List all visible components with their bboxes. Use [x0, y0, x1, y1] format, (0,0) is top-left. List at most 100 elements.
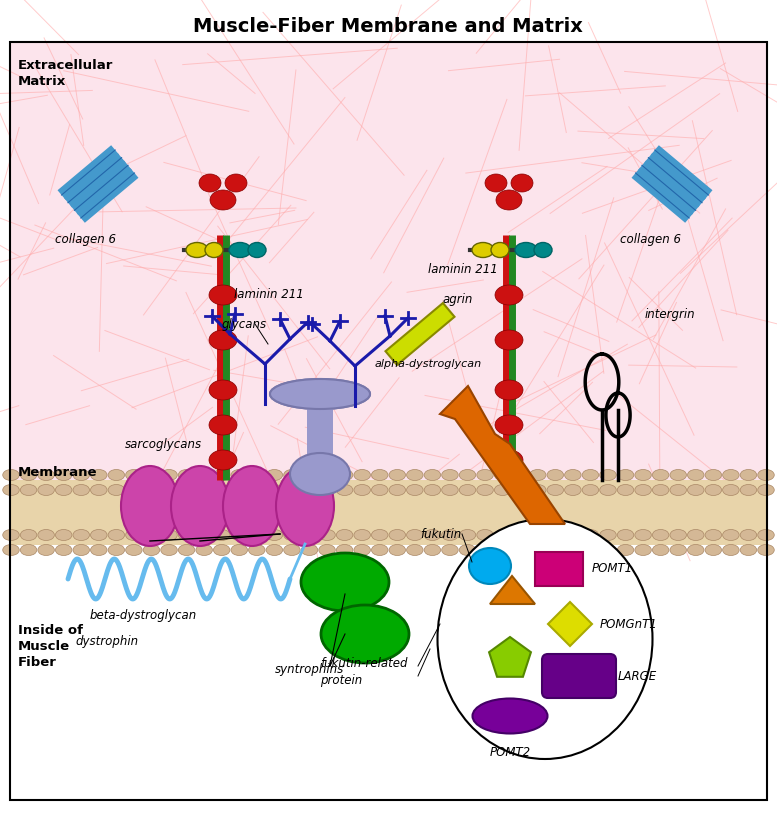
Ellipse shape: [670, 545, 686, 555]
Text: fukutin-related
protein: fukutin-related protein: [320, 657, 407, 687]
Ellipse shape: [670, 485, 686, 495]
Ellipse shape: [441, 530, 458, 540]
Text: collagen 6: collagen 6: [620, 233, 681, 245]
Text: POMGnT1: POMGnT1: [600, 617, 658, 631]
Ellipse shape: [249, 530, 265, 540]
Text: syntrophins: syntrophins: [275, 662, 344, 676]
Ellipse shape: [389, 545, 406, 555]
Ellipse shape: [143, 545, 160, 555]
Ellipse shape: [199, 174, 221, 192]
Ellipse shape: [20, 545, 37, 555]
Ellipse shape: [441, 545, 458, 555]
Ellipse shape: [740, 530, 757, 540]
Ellipse shape: [336, 470, 353, 480]
Ellipse shape: [161, 545, 177, 555]
Ellipse shape: [214, 485, 230, 495]
Text: laminin 211: laminin 211: [234, 288, 304, 300]
Ellipse shape: [301, 470, 318, 480]
Ellipse shape: [424, 485, 441, 495]
Ellipse shape: [231, 545, 248, 555]
Ellipse shape: [472, 243, 494, 258]
Text: Muscle-Fiber Membrane and Matrix: Muscle-Fiber Membrane and Matrix: [193, 17, 583, 36]
Ellipse shape: [73, 485, 89, 495]
Ellipse shape: [270, 379, 370, 409]
Ellipse shape: [688, 470, 704, 480]
Ellipse shape: [284, 545, 300, 555]
Text: laminin 211: laminin 211: [428, 263, 498, 275]
Ellipse shape: [406, 530, 423, 540]
Ellipse shape: [126, 470, 142, 480]
Text: POMT1: POMT1: [592, 562, 633, 575]
Polygon shape: [490, 576, 535, 604]
Ellipse shape: [424, 545, 441, 555]
Ellipse shape: [38, 485, 54, 495]
Polygon shape: [548, 602, 592, 646]
Ellipse shape: [336, 485, 353, 495]
Ellipse shape: [600, 545, 616, 555]
Ellipse shape: [196, 470, 212, 480]
Ellipse shape: [354, 470, 371, 480]
Text: Membrane: Membrane: [18, 466, 97, 479]
Ellipse shape: [319, 545, 336, 555]
Ellipse shape: [3, 545, 19, 555]
Polygon shape: [489, 637, 531, 677]
Ellipse shape: [740, 470, 757, 480]
Ellipse shape: [301, 530, 318, 540]
Ellipse shape: [371, 530, 388, 540]
Ellipse shape: [301, 553, 389, 611]
Ellipse shape: [740, 545, 757, 555]
Polygon shape: [385, 303, 455, 365]
Ellipse shape: [617, 470, 634, 480]
Text: dystrophin: dystrophin: [75, 636, 138, 649]
Ellipse shape: [161, 485, 177, 495]
Ellipse shape: [635, 530, 651, 540]
Bar: [11, 545, 766, 800]
Text: agrin: agrin: [443, 293, 473, 305]
Ellipse shape: [688, 530, 704, 540]
Ellipse shape: [126, 530, 142, 540]
Ellipse shape: [248, 243, 266, 258]
Ellipse shape: [653, 485, 669, 495]
Ellipse shape: [496, 190, 522, 210]
Ellipse shape: [459, 470, 476, 480]
Text: Inside of
Muscle
Fiber: Inside of Muscle Fiber: [18, 624, 83, 669]
Ellipse shape: [512, 485, 528, 495]
Ellipse shape: [495, 330, 523, 350]
Ellipse shape: [617, 545, 634, 555]
Ellipse shape: [494, 530, 511, 540]
Ellipse shape: [3, 470, 19, 480]
Text: LARGE: LARGE: [618, 670, 657, 682]
Ellipse shape: [126, 485, 142, 495]
Ellipse shape: [515, 243, 537, 258]
Ellipse shape: [740, 485, 757, 495]
FancyBboxPatch shape: [542, 654, 616, 698]
Ellipse shape: [55, 545, 72, 555]
Ellipse shape: [73, 530, 89, 540]
Ellipse shape: [209, 285, 237, 305]
Ellipse shape: [723, 530, 739, 540]
Ellipse shape: [231, 485, 248, 495]
Ellipse shape: [38, 530, 54, 540]
Ellipse shape: [20, 485, 37, 495]
Ellipse shape: [214, 530, 230, 540]
Ellipse shape: [371, 545, 388, 555]
Ellipse shape: [758, 545, 774, 555]
Ellipse shape: [477, 470, 493, 480]
Ellipse shape: [600, 530, 616, 540]
Ellipse shape: [424, 470, 441, 480]
Ellipse shape: [249, 485, 265, 495]
Ellipse shape: [495, 380, 523, 400]
Ellipse shape: [723, 470, 739, 480]
Ellipse shape: [336, 545, 353, 555]
Ellipse shape: [582, 470, 598, 480]
Ellipse shape: [143, 470, 160, 480]
Ellipse shape: [205, 243, 223, 258]
Ellipse shape: [635, 485, 651, 495]
Ellipse shape: [688, 545, 704, 555]
Text: beta-dystroglycan: beta-dystroglycan: [90, 610, 197, 622]
Ellipse shape: [494, 470, 511, 480]
Ellipse shape: [547, 485, 563, 495]
Ellipse shape: [108, 470, 124, 480]
Ellipse shape: [424, 530, 441, 540]
Ellipse shape: [91, 485, 107, 495]
